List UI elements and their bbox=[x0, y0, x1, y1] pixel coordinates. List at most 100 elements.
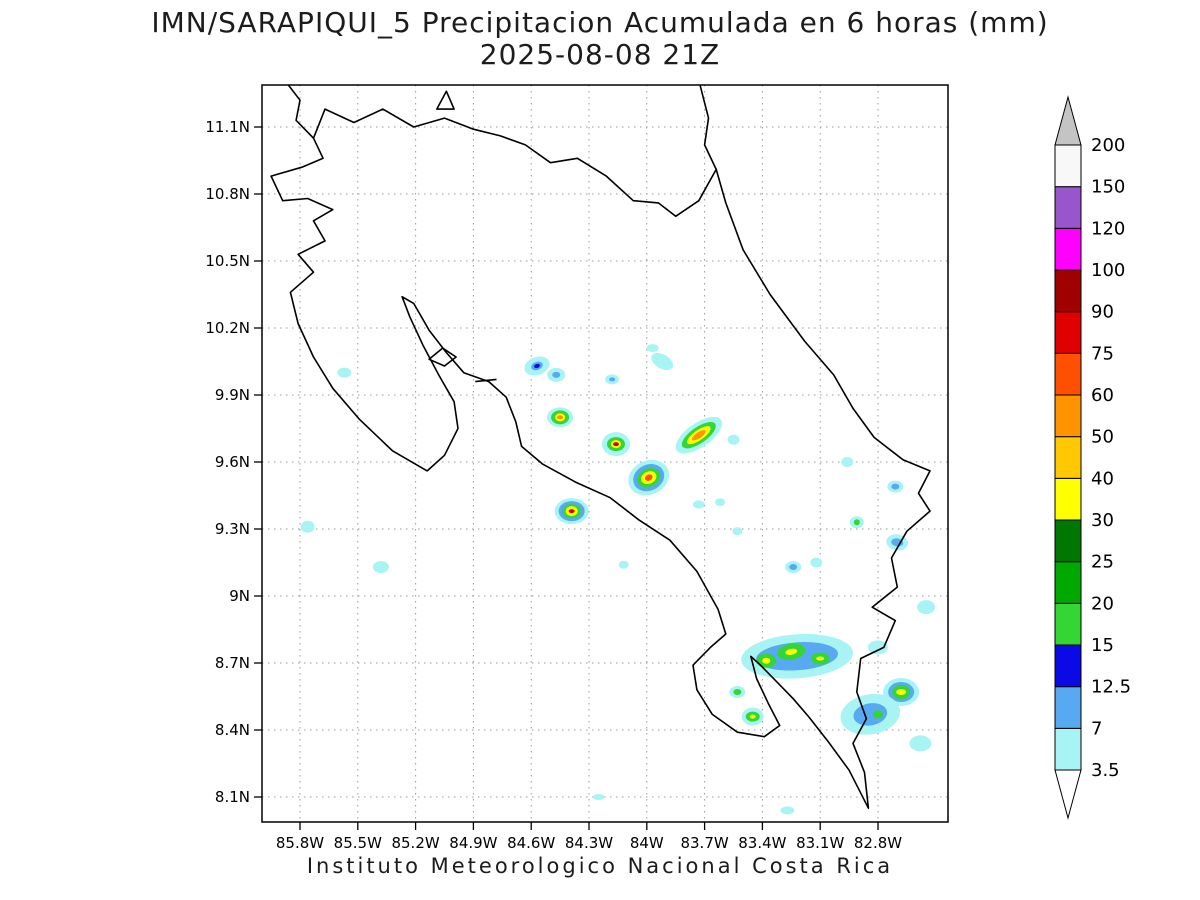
precip-cell-ring bbox=[715, 498, 726, 507]
lon-tick-label: 83.7W bbox=[680, 834, 728, 852]
lon-tick-label: 84.9W bbox=[449, 834, 497, 852]
precip-cell-ring bbox=[732, 527, 743, 536]
precip-cell-ring bbox=[816, 656, 825, 661]
precip-cell-ring bbox=[609, 377, 616, 382]
lat-tick-label: 11.1N bbox=[205, 118, 250, 136]
colorbar-tick-label: 75 bbox=[1091, 343, 1114, 364]
colorbar-segment bbox=[1054, 394, 1082, 438]
precip-cell-ring bbox=[372, 560, 389, 573]
colorbar-segment bbox=[1054, 311, 1082, 354]
precip-cell-ring bbox=[917, 600, 936, 615]
lon-tick-label: 82.8W bbox=[854, 834, 902, 852]
lon-tick-label: 85.5W bbox=[334, 834, 382, 852]
colorbar-tick-label: 15 bbox=[1091, 635, 1114, 656]
lat-tick-label: 9N bbox=[229, 587, 250, 605]
colorbar-tick-label: 90 bbox=[1091, 302, 1114, 323]
colorbar-tick-label: 60 bbox=[1091, 385, 1114, 406]
colorbar-segment bbox=[1054, 352, 1082, 396]
colorbar-tick-label: 20 bbox=[1091, 593, 1114, 614]
figure-title-line2: 2025-08-08 21Z bbox=[479, 38, 721, 71]
coastline-path bbox=[475, 378, 497, 383]
precip-cell-ring bbox=[568, 509, 575, 514]
precip-cell-ring bbox=[337, 367, 352, 378]
precip-cell-ring bbox=[557, 415, 564, 420]
precip-cell-ring bbox=[733, 689, 742, 696]
precip-cell-ring bbox=[692, 429, 706, 441]
precip-cell-ring bbox=[853, 703, 888, 726]
colorbar-arrow-above bbox=[1054, 95, 1082, 146]
lon-tick-label: 84W bbox=[630, 834, 664, 852]
precip-cell-ring bbox=[891, 538, 904, 547]
coastline-layer bbox=[270, 85, 931, 809]
colorbar-arrow-below bbox=[1054, 769, 1082, 820]
figure-caption: Instituto Meteorologico Nacional Costa R… bbox=[306, 854, 894, 878]
lat-tick-label: 9.3N bbox=[215, 520, 250, 538]
lat-tick-label: 10.5N bbox=[205, 252, 250, 270]
lon-tick-label: 84.3W bbox=[565, 834, 613, 852]
precip-cell-ring bbox=[872, 710, 883, 719]
lon-tick-label: 83.4W bbox=[738, 834, 786, 852]
colorbar-segment bbox=[1054, 186, 1082, 229]
lat-tick-label: 8.1N bbox=[215, 788, 250, 806]
precip-cell-ring bbox=[592, 793, 605, 800]
precip-cell-ring bbox=[727, 434, 740, 445]
colorbar-tick-label: 25 bbox=[1091, 552, 1114, 573]
lon-tick-label: 83.1W bbox=[796, 834, 844, 852]
precip-cell-ring bbox=[810, 557, 823, 568]
lat-tick-label: 8.7N bbox=[215, 654, 250, 672]
colorbar-segment bbox=[1054, 727, 1082, 771]
lat-tick-label: 10.8N bbox=[205, 185, 250, 203]
lat-tick-label: 10.2N bbox=[205, 319, 250, 337]
precip-cell-ring bbox=[646, 344, 659, 353]
precip-cell-ring bbox=[891, 483, 900, 490]
colorbar-segment bbox=[1054, 686, 1082, 729]
precip-cell-ring bbox=[896, 689, 907, 696]
precip-cell-ring bbox=[618, 560, 629, 569]
coastline-path bbox=[270, 108, 931, 809]
figure-title-line1: IMN/SARAPIQUI_5 Precipitacion Acumulada … bbox=[151, 6, 1049, 39]
colorbar-segment bbox=[1054, 436, 1082, 479]
colorbar-tick-label: 50 bbox=[1091, 427, 1114, 448]
colorbar-tick-label: 100 bbox=[1091, 260, 1125, 281]
precip-cell-ring bbox=[300, 520, 315, 533]
lat-tick-label: 9.9N bbox=[215, 386, 250, 404]
colorbar-tick-label: 12.5 bbox=[1091, 677, 1131, 698]
lon-tick-label: 85.8W bbox=[276, 834, 324, 852]
colorbar-segment bbox=[1054, 602, 1082, 646]
coastline-path bbox=[436, 90, 455, 110]
lat-tick-label: 8.4N bbox=[215, 721, 250, 739]
colorbar-segment bbox=[1054, 227, 1082, 271]
plot-border bbox=[261, 84, 949, 823]
precip-cell-ring bbox=[762, 657, 771, 664]
precip-layer bbox=[300, 344, 936, 815]
coastline-path bbox=[428, 347, 457, 367]
colorbar-tick-label: 120 bbox=[1091, 218, 1125, 239]
precip-cell-ring bbox=[651, 352, 674, 371]
precip-cell-ring bbox=[644, 474, 653, 481]
colorbar-segment bbox=[1054, 519, 1082, 563]
precip-cell-ring bbox=[612, 442, 619, 447]
colorbar-tick-label: 30 bbox=[1091, 510, 1114, 531]
colorbar-segment bbox=[1054, 644, 1082, 688]
colorbar-tick-label: 7 bbox=[1091, 718, 1102, 739]
colorbar-tick-label: 40 bbox=[1091, 468, 1114, 489]
colorbar-segment bbox=[1054, 269, 1082, 313]
precip-cell-ring bbox=[785, 648, 798, 655]
colorbar-tick-label: 150 bbox=[1091, 177, 1125, 198]
colorbar-segment bbox=[1054, 144, 1082, 188]
grid-layer bbox=[262, 85, 948, 822]
lon-tick-label: 84.6W bbox=[507, 834, 555, 852]
precip-cell-ring bbox=[909, 735, 932, 752]
precip-cell-ring bbox=[841, 456, 854, 467]
colorbar-segment bbox=[1054, 561, 1082, 604]
precip-cell-ring bbox=[789, 563, 798, 570]
colorbar-tick-label: 3.5 bbox=[1091, 760, 1120, 781]
colorbar-tick-label: 200 bbox=[1091, 135, 1125, 156]
precip-cell-ring bbox=[534, 363, 540, 369]
precip-cell-ring bbox=[552, 371, 561, 378]
lon-tick-label: 85.2W bbox=[391, 834, 439, 852]
lat-tick-label: 9.6N bbox=[215, 453, 250, 471]
coastline-path bbox=[699, 85, 717, 170]
